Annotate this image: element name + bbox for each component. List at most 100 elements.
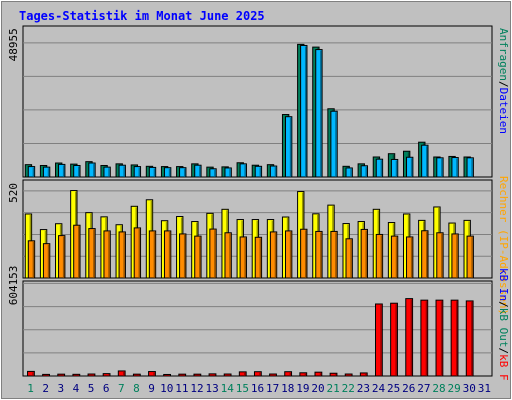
bar <box>314 371 323 377</box>
bar <box>163 373 172 377</box>
bar-shadow <box>395 237 398 277</box>
bar <box>148 166 157 178</box>
bar <box>390 158 399 178</box>
bar-shadow <box>214 169 216 176</box>
bar <box>72 373 81 377</box>
bar <box>223 373 232 377</box>
bar <box>466 157 474 178</box>
bar-shadow <box>259 167 262 176</box>
bar <box>421 230 429 279</box>
bar-shadow <box>199 166 201 176</box>
x-tick-label: 6 <box>103 382 110 395</box>
bar <box>269 231 278 279</box>
bar <box>58 163 66 178</box>
bar-shadow <box>93 164 95 176</box>
bar <box>58 235 66 279</box>
bar <box>435 299 444 377</box>
bar <box>359 372 368 377</box>
x-tick-label: 20 <box>311 382 324 395</box>
bar-shadow <box>304 373 307 375</box>
bar <box>344 373 353 377</box>
bar-shadow <box>441 233 443 277</box>
bar <box>73 164 81 178</box>
bar-shadow <box>274 167 277 176</box>
bar-shadow <box>395 160 398 176</box>
bar <box>57 373 66 377</box>
bar <box>209 168 217 178</box>
x-tick-label: 14 <box>221 382 235 395</box>
x-tick-label: 16 <box>251 382 264 395</box>
bar-shadow <box>426 231 428 277</box>
bar-shadow <box>289 231 292 277</box>
bar-shadow <box>471 158 473 176</box>
y-tick-label: 48955 <box>7 28 20 61</box>
bar <box>179 233 187 279</box>
bar-shadow <box>471 301 473 375</box>
bar-shadow <box>93 229 95 277</box>
bar <box>420 299 429 377</box>
bar-shadow <box>78 226 80 277</box>
bar <box>194 164 202 178</box>
bar <box>330 110 338 178</box>
bar-shadow <box>334 374 337 375</box>
bar <box>42 373 50 377</box>
bar <box>117 370 126 377</box>
bar-shadow <box>32 241 35 277</box>
bar-shadow <box>259 238 262 277</box>
bar <box>224 232 232 279</box>
bar-shadow <box>32 372 34 375</box>
bar <box>300 44 308 178</box>
bar <box>27 370 35 377</box>
bar <box>88 162 96 178</box>
bar-shadow <box>47 244 50 277</box>
bar-shadow <box>108 168 110 176</box>
legend-item: kB Out <box>497 308 510 348</box>
legend-item: kB F <box>497 354 510 381</box>
x-tick-label: 23 <box>357 382 370 395</box>
x-tick-label: 1 <box>27 382 34 395</box>
bar-shadow <box>440 301 443 375</box>
bar <box>118 231 126 279</box>
bar <box>269 165 278 178</box>
bar <box>239 163 247 178</box>
chart-title: Tages-Statistik im Monat June 2025 <box>19 9 265 23</box>
bar <box>436 157 444 178</box>
bar-shadow <box>62 236 65 277</box>
bar-shadow <box>410 158 413 176</box>
x-tick-label: 10 <box>160 382 173 395</box>
bar-shadow <box>441 158 443 176</box>
legend-separator: / <box>497 301 510 308</box>
bar <box>315 49 323 178</box>
bar <box>238 371 247 377</box>
bar <box>133 227 142 279</box>
bar <box>375 158 384 178</box>
bar-shadow <box>350 168 352 176</box>
bar <box>194 235 202 279</box>
bar-shadow <box>335 112 337 176</box>
bar <box>27 240 36 279</box>
bar-shadow <box>456 158 458 176</box>
series-rechner-ip-adressen- <box>27 224 474 279</box>
bar-shadow <box>229 233 231 277</box>
x-tick-label: 5 <box>88 382 95 395</box>
legend-group-3: kB In/kB Out/kB F <box>497 268 510 381</box>
bar-shadow <box>319 373 322 375</box>
bar <box>345 167 353 178</box>
legend-item: Rechner (IP-Adressen) <box>497 176 510 315</box>
bar-shadow <box>456 234 458 277</box>
bar-shadow <box>425 301 428 375</box>
bar <box>390 235 399 279</box>
bar-shadow <box>320 50 322 177</box>
bar-shadow <box>153 168 156 176</box>
bar-shadow <box>380 235 383 277</box>
legend-group-2: Rechner (IP-Adressen) <box>497 176 510 315</box>
bar-shadow <box>289 117 292 176</box>
x-tick-label: 29 <box>448 382 461 395</box>
legend-group-1: Anfragen/Dateien <box>497 28 510 134</box>
x-tick-label: 12 <box>190 382 203 395</box>
bar-shadow <box>320 232 322 277</box>
panel-frame <box>22 280 493 377</box>
bar <box>253 371 262 377</box>
